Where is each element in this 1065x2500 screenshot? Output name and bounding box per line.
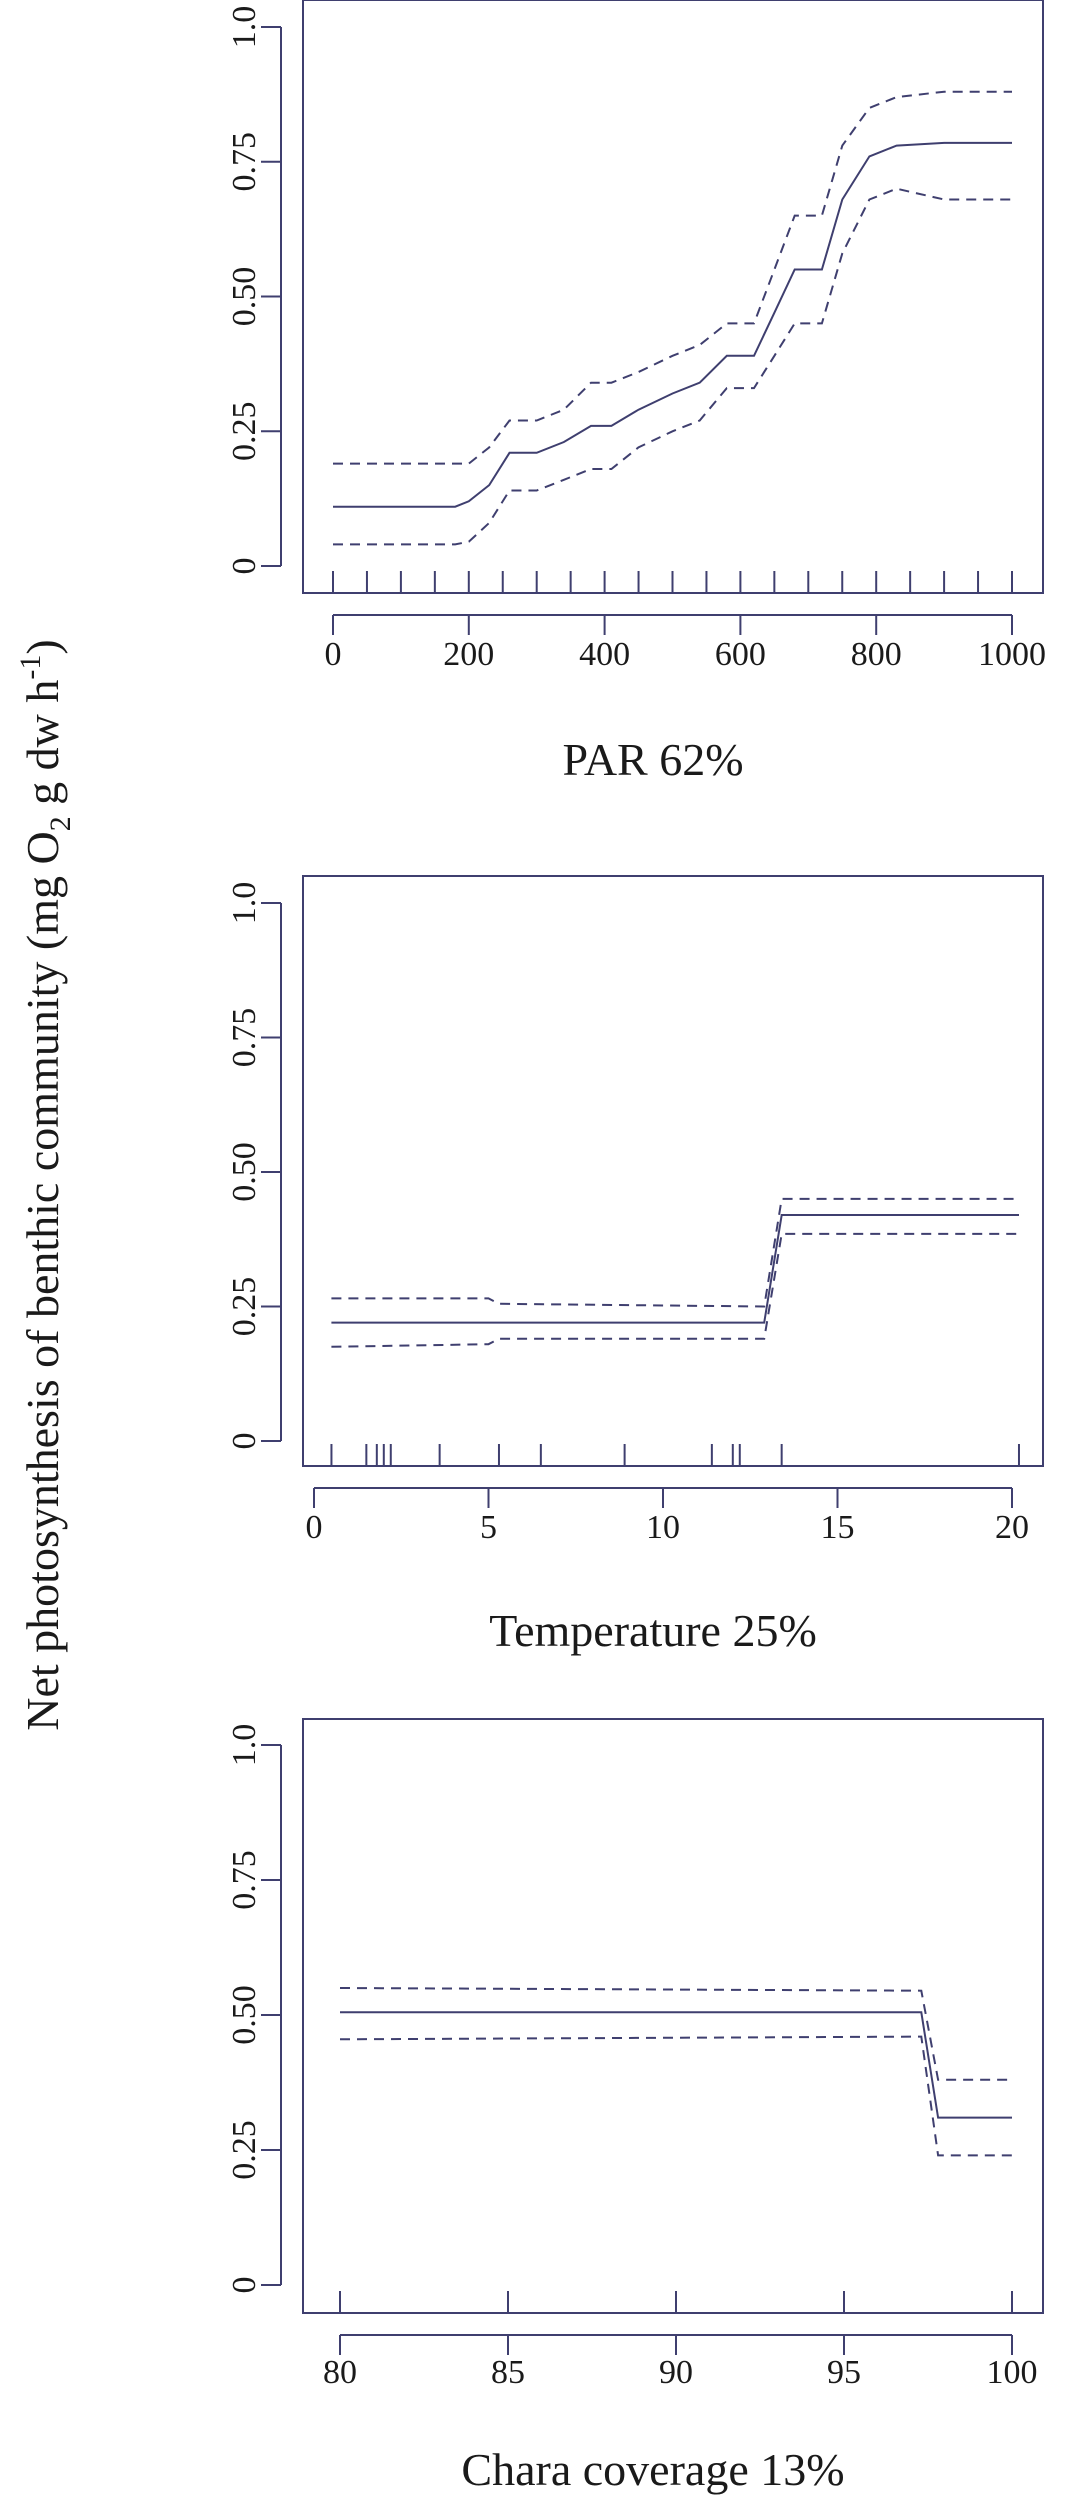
x-axis-label: Temperature 25%: [489, 1605, 817, 1656]
y-axis-title-main: Net photosynthesis of benthic community …: [17, 831, 68, 1730]
fitted-line: [331, 1214, 1019, 1324]
x-tick-label: 800: [851, 636, 902, 673]
y-axis-title-subscript: 2: [44, 816, 77, 831]
y-tick-label: 0.75: [226, 132, 263, 192]
chart-panel-1: 0 0.25 0.50 0.75 1.0 0 200 400 600 800 1000 PAR 62%: [226, 0, 1046, 785]
x-tick-label: 95: [827, 2354, 861, 2391]
x-tick-label: 1000: [978, 636, 1046, 673]
y-tick-label: 1.0: [226, 882, 263, 925]
y-tick-label: 0: [226, 1433, 263, 1450]
x-tick-label: 10: [646, 1509, 680, 1546]
y-tick-label: 0.75: [226, 1008, 263, 1068]
plot-frame: [302, 1718, 1044, 2314]
x-axis-label: PAR 62%: [562, 734, 743, 785]
y-tick-label: 0.25: [226, 402, 263, 462]
y-tick-label: 0: [226, 2277, 263, 2294]
x-tick-label: 20: [995, 1509, 1029, 1546]
x-tick-label: 5: [480, 1509, 497, 1546]
y-axis-title-end: ): [17, 639, 68, 654]
plot-frame: [302, 875, 1044, 1467]
upper-ci-line: [339, 1987, 1012, 2081]
y-tick-label: 0.25: [226, 2120, 263, 2180]
y-tick-label: 0.50: [226, 1142, 263, 1202]
x-tick-label: 400: [579, 636, 630, 673]
upper-ci-line: [333, 90, 1012, 465]
y-axis-title-mid: g dw h: [17, 680, 68, 817]
x-tick-label: 90: [659, 2354, 693, 2391]
fitted-line: [333, 141, 1012, 508]
x-tick-label: 80: [323, 2354, 357, 2391]
lower-ci-line: [339, 2035, 1012, 2157]
y-tick-label: 0.75: [226, 1850, 263, 1910]
y-tick-label: 1.0: [226, 1724, 263, 1767]
y-axis-title: Net photosynthesis of benthic community …: [14, 639, 77, 1731]
x-tick-label: 85: [491, 2354, 525, 2391]
lower-ci-line: [331, 1232, 1019, 1348]
x-tick-label: 15: [821, 1509, 855, 1546]
x-tick-label: 0: [325, 636, 342, 673]
y-tick-label: 0: [226, 558, 263, 575]
lower-ci-line: [333, 187, 1012, 546]
plot-frame: [302, 0, 1044, 594]
y-tick-label: 0.50: [226, 1985, 263, 2045]
y-tick-label: 0.50: [226, 267, 263, 327]
x-tick-label: 600: [715, 636, 766, 673]
y-tick-label: 0.25: [226, 1277, 263, 1337]
x-axis-label: Chara coverage 13%: [461, 2444, 844, 2495]
x-tick-label: 200: [443, 636, 494, 673]
fitted-line: [340, 2011, 1012, 2119]
chart-panel-3: 0 0.25 0.50 0.75 1.0 80 85 90 95 100 Chara coverag…: [226, 1718, 1044, 2495]
x-tick-label: 100: [987, 2354, 1038, 2391]
chart-panel-2: 0 0.25 0.50 0.75 1.0 0 5 10 15 20 Temperature 25%: [226, 875, 1044, 1656]
upper-ci-line: [331, 1197, 1019, 1308]
y-axis-title-superscript: -1: [14, 655, 47, 680]
y-tick-label: 1.0: [226, 6, 263, 49]
x-tick-label: 0: [306, 1509, 323, 1546]
